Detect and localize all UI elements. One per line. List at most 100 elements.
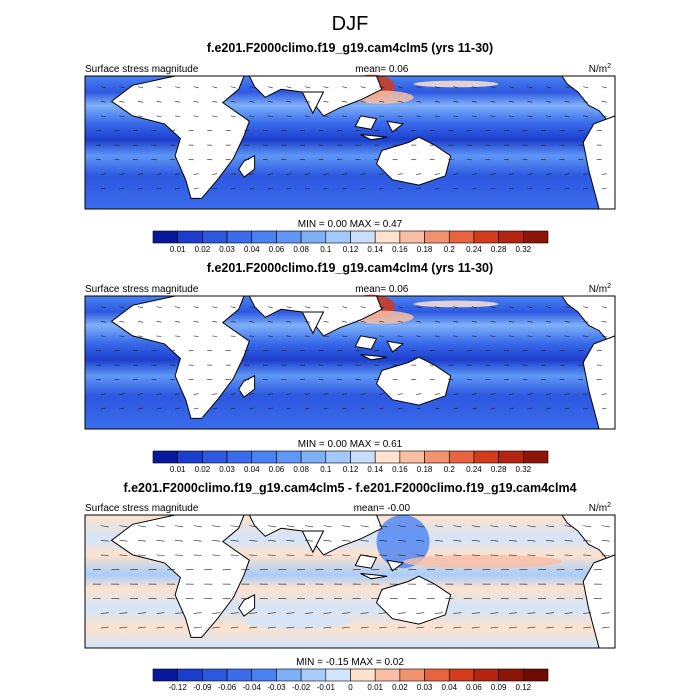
wind-arrow [601,320,607,323]
wind-arrow [212,393,218,395]
coastline [110,75,250,199]
colorbar: -0.12 -0.09 -0.06 -0.04 -0.03 -0.02 -0.01 0 0.01… [152,668,549,692]
wind-arrow [397,187,403,190]
wind-arrow [546,554,555,556]
wind-arrow [100,187,106,190]
colorbar-tick-label: 0.06 [269,245,285,254]
wind-arrow [527,626,536,629]
wind-arrow [137,612,147,614]
wind-arrow [601,626,610,629]
wind-arrow [193,100,199,103]
units-label: N/m2 [589,502,611,514]
wind-arrow [156,335,162,337]
wind-arrow [490,86,496,89]
wind-arrow [546,187,552,190]
colorbar-swatch [276,230,302,244]
wind-arrow [416,612,425,614]
wind-arrow [230,320,236,323]
units-base: N/m [589,284,607,295]
wind-arrow [156,626,165,629]
wind-arrow [453,100,459,103]
wind-arrow [471,335,477,337]
colorbar-swatch [424,450,450,464]
wind-arrow [193,320,199,323]
field-anomaly [244,613,350,630]
wind-arrow [212,86,218,89]
wind-arrow [490,173,496,175]
wind-arrow [323,626,332,629]
wind-arrow [583,525,592,528]
wind-arrow [379,320,385,323]
wind-arrow [249,100,255,103]
wind-arrow [119,187,125,190]
wind-arrow [156,86,162,89]
wind-arrow [100,554,109,556]
wind-arrow [304,187,311,190]
wind-arrow [304,626,313,629]
wind-arrow [564,626,573,629]
colorbar-tick-label: 0.14 [367,465,383,474]
wind-arrow [193,626,202,629]
wind-arrow [267,335,273,337]
wind-arrow [212,100,218,103]
wind-arrow [564,320,570,323]
wind-arrow [360,306,366,309]
wind-arrow [397,306,403,309]
wind-arrow [304,100,311,103]
wind-arrow [527,100,533,103]
wind-arrow [100,173,106,175]
wind-arrow [267,320,273,323]
wind-arrow [434,626,443,629]
wind-arrow [230,525,239,528]
wind-arrow [601,335,607,337]
coastline [386,120,405,133]
wind-arrow [360,335,366,337]
wind-arrow [156,525,165,528]
wind-arrow [379,612,388,614]
wind-arrow [137,539,147,542]
wind-arrow [156,187,162,190]
minmax-label: MIN = 0.00 MAX = 0.61 [298,439,403,450]
wind-arrow [453,187,459,190]
wind-arrow [490,100,496,103]
wind-arrow [397,393,403,395]
wind-arrow [471,86,477,89]
wind-arrow [341,306,348,309]
colorbar-swatch [325,230,351,244]
wind-arrow [416,626,425,629]
wind-arrow [379,100,385,103]
colorbar-swatch [473,668,499,682]
colorbar-swatch [226,230,253,244]
colorbar-swatch [251,450,277,464]
wind-arrow [583,173,589,175]
wind-arrow [323,86,329,89]
wind-arrow [119,173,125,175]
colorbar-swatch [448,668,475,682]
wind-arrow [342,554,351,556]
wind-arrow [323,335,329,337]
wind-arrow [342,612,351,614]
wind-arrow [137,393,144,395]
wind-arrow [490,335,496,337]
wind-arrow [304,539,313,542]
wind-arrow [137,100,144,103]
wind-arrow [546,525,555,528]
wind-arrow [341,320,348,323]
wind-arrow [267,525,276,528]
wind-arrow [434,320,440,323]
colorbar-tick-label: 0.12 [343,465,359,474]
colorbar-swatch [300,450,327,464]
colorbar-swatch [498,668,524,682]
wind-arrow [434,539,443,542]
wind-arrow [230,86,236,89]
wind-arrow [249,626,258,629]
wind-vectors [95,86,607,190]
wind-arrow [546,407,552,410]
wind-arrow [304,86,311,89]
wind-arrow [527,320,533,323]
wind-arrow [508,407,515,410]
wind-arrow [137,173,144,175]
colorbar-tick-label: 0.06 [466,683,482,692]
wind-arrow [100,320,106,323]
colorbar-tick-label: 0.02 [195,245,211,254]
